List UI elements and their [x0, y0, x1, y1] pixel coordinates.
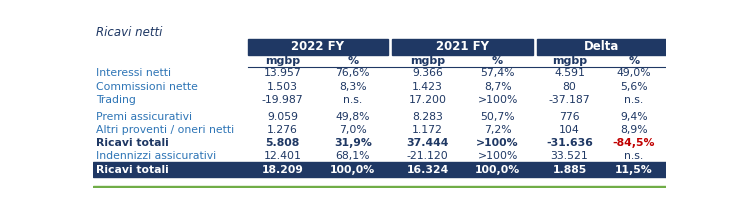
Text: 8,7%: 8,7%: [484, 81, 511, 92]
Text: 4.591: 4.591: [554, 68, 585, 78]
Bar: [537, 39, 666, 55]
Text: %: %: [492, 56, 503, 66]
Text: n.s.: n.s.: [625, 151, 644, 161]
Text: Ricavi netti: Ricavi netti: [96, 26, 163, 39]
Text: 31,9%: 31,9%: [334, 138, 371, 148]
Text: Premi assicurativi: Premi assicurativi: [96, 112, 192, 122]
Bar: [92, 186, 666, 188]
Text: -21.120: -21.120: [406, 151, 448, 161]
Text: 57,4%: 57,4%: [480, 68, 515, 78]
Text: -84,5%: -84,5%: [613, 138, 655, 148]
Text: 37.444: 37.444: [406, 138, 448, 148]
Text: 100,0%: 100,0%: [330, 165, 375, 175]
Text: >100%: >100%: [477, 138, 519, 148]
Text: 76,6%: 76,6%: [335, 68, 370, 78]
Text: Trading: Trading: [96, 95, 136, 105]
Text: 1.423: 1.423: [412, 81, 443, 92]
Text: 9.366: 9.366: [412, 68, 443, 78]
Text: mgbp: mgbp: [552, 56, 587, 66]
Text: 80: 80: [562, 81, 576, 92]
Text: 9,4%: 9,4%: [620, 112, 648, 122]
Text: Delta: Delta: [584, 40, 619, 53]
Text: 13.957: 13.957: [263, 68, 301, 78]
Text: 49,8%: 49,8%: [335, 112, 370, 122]
Bar: [92, 162, 666, 177]
Text: Ricavi totali: Ricavi totali: [96, 138, 169, 148]
Text: 776: 776: [559, 112, 580, 122]
Text: mgbp: mgbp: [410, 56, 445, 66]
Text: 5,6%: 5,6%: [620, 81, 648, 92]
Text: Indennizzi assicurativi: Indennizzi assicurativi: [96, 151, 217, 161]
Text: 1.885: 1.885: [552, 165, 587, 175]
Text: 11,5%: 11,5%: [615, 165, 653, 175]
Text: %: %: [628, 56, 639, 66]
Text: 5.808: 5.808: [266, 138, 300, 148]
Bar: [247, 39, 388, 55]
Text: -31.636: -31.636: [546, 138, 593, 148]
Text: 8.283: 8.283: [412, 112, 443, 122]
Text: Ricavi totali: Ricavi totali: [96, 165, 169, 175]
Text: Altri proventi / oneri netti: Altri proventi / oneri netti: [96, 125, 235, 135]
Text: 9.059: 9.059: [267, 112, 298, 122]
Text: 7,2%: 7,2%: [484, 125, 511, 135]
Text: 50,7%: 50,7%: [480, 112, 515, 122]
Text: 33.521: 33.521: [551, 151, 588, 161]
Text: -37.187: -37.187: [548, 95, 591, 105]
Text: 1.503: 1.503: [267, 81, 298, 92]
Text: 12.401: 12.401: [263, 151, 301, 161]
Text: 8,9%: 8,9%: [620, 125, 648, 135]
Text: 8,3%: 8,3%: [339, 81, 366, 92]
Text: n.s.: n.s.: [625, 95, 644, 105]
Bar: [392, 39, 533, 55]
Text: >100%: >100%: [477, 151, 518, 161]
Text: %: %: [347, 56, 358, 66]
Text: mgbp: mgbp: [265, 56, 300, 66]
Text: 68,1%: 68,1%: [335, 151, 370, 161]
Text: Interessi netti: Interessi netti: [96, 68, 172, 78]
Text: 2022 FY: 2022 FY: [291, 40, 344, 53]
Text: n.s.: n.s.: [343, 95, 363, 105]
Text: 16.324: 16.324: [406, 165, 448, 175]
Text: 2021 FY: 2021 FY: [436, 40, 489, 53]
Text: Commissioni nette: Commissioni nette: [96, 81, 198, 92]
Text: 100,0%: 100,0%: [475, 165, 520, 175]
Text: -19.987: -19.987: [262, 95, 303, 105]
Text: 49,0%: 49,0%: [616, 68, 651, 78]
Text: >100%: >100%: [477, 95, 518, 105]
Text: 17.200: 17.200: [408, 95, 446, 105]
Text: 1.172: 1.172: [412, 125, 443, 135]
Text: 1.276: 1.276: [267, 125, 298, 135]
Text: 104: 104: [559, 125, 580, 135]
Text: 18.209: 18.209: [262, 165, 303, 175]
Text: 7,0%: 7,0%: [339, 125, 366, 135]
